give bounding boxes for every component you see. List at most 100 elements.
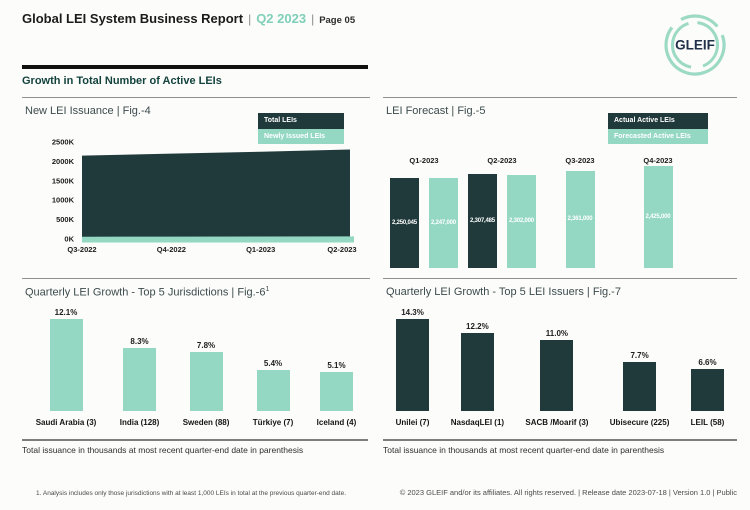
bar-value-label: 12.2% [466, 321, 489, 331]
forecast-bar-forecasted: 2,361,000 [565, 170, 595, 268]
forecast-bar-actual: 2,307,485 [468, 174, 497, 268]
area-newly-issued-leis [82, 236, 354, 243]
bar-category-label: Iceland (4) [316, 418, 357, 427]
bar-value-label: 11.0% [545, 329, 569, 339]
logo-text: GLEIF [675, 38, 715, 53]
logo-inner-ring [671, 21, 719, 69]
bar-value-label: 7.8% [196, 340, 216, 350]
growth-column: 7.7% Ubisecure (225) [610, 305, 670, 429]
forecast-category-label: Q3-2023 [565, 156, 595, 165]
bar-value-label: 12.1% [54, 308, 78, 317]
copyright-line: © 2023 GLEIF and/or its affiliates. All … [399, 488, 737, 497]
panel-top5-jurisdictions: Quarterly LEI Growth - Top 5 Jurisdictio… [22, 278, 370, 434]
growth-bar [690, 368, 724, 411]
footer-divider [22, 439, 368, 441]
page-number: Page 05 [319, 15, 356, 26]
axis-tick-label: 1500K [52, 176, 75, 185]
axis-tick-label: Q1-2023 [246, 245, 275, 254]
bar-chart-issuers: 14.3% Unilei (7) 12.2% NasdaqLEI (1) 11.0% SA… [385, 305, 735, 429]
logo-outer-ring [664, 14, 726, 76]
bar-category-label: Unilei (7) [395, 418, 430, 427]
axis-tick-label: 2000K [52, 157, 75, 166]
growth-column: 5.4% Türkiye (7) [253, 305, 293, 429]
bar-value-label: 14.3% [401, 308, 424, 317]
axis-tick-label: 1000K [52, 196, 75, 205]
bar-value-label: 7.7% [630, 350, 649, 360]
gleif-logo: GLEIF [664, 14, 726, 76]
growth-bar [189, 351, 223, 411]
growth-bar [256, 369, 290, 411]
growth-column: 5.1% Iceland (4) [317, 305, 357, 429]
report-header: Global LEI System Business Report | Q2 202… [22, 10, 355, 28]
panel-new-lei-issuance: New LEI Issuance | Fig.-4 Total LEIs New… [22, 97, 370, 273]
forecast-group: Q2-2023 2,307,485 2,302,000 [463, 156, 541, 268]
bar-category-label: Türkiye (7) [252, 418, 294, 427]
growth-bar [623, 361, 657, 411]
area-chart: 0K 500K 1000K 1500K 2000K 2500K Q3-2022 Q4-2022… [52, 138, 357, 255]
growth-bar [319, 372, 353, 411]
forecast-bar-actual: 2,250,045 [390, 178, 419, 268]
forecast-group: Q3-2023 2,361,000 [541, 156, 619, 268]
bar-value-label: 2,425,000 [645, 214, 671, 221]
growth-bar [49, 319, 83, 411]
chart-title: LEI Forecast | Fig.-5 [386, 105, 486, 117]
chart-title: Quarterly LEI Growth - Top 5 LEI Issuers… [386, 286, 621, 298]
separator: | [248, 12, 252, 26]
bar-value-label: 2,361,000 [567, 216, 593, 223]
legend-item-actual-active-leis: Actual Active LEIs [608, 113, 708, 129]
forecast-category-label: Q1-2023 [409, 156, 439, 165]
axis-tick-label: 0K [64, 235, 74, 244]
growth-column: 11.0% SACB /Moarif (3) [525, 305, 588, 429]
growth-column: 12.1% Saudi Arabia (3) [36, 305, 97, 429]
separator: | [311, 12, 315, 26]
chart-footer-note: Total issuance in thousands at most rece… [22, 445, 304, 455]
chart-title: New LEI Issuance | Fig.-4 [25, 105, 151, 117]
forecast-bar-pair: 2,361,000 [565, 170, 595, 268]
bar-value-label: 2,302,000 [509, 218, 534, 225]
legend-item-newly-issued-leis: Newly Issued LEIs [258, 128, 344, 144]
footnote-marker: 1 [265, 286, 270, 293]
section-title: Growth in Total Number of Active LEIs [22, 75, 222, 87]
growth-column: 8.3% India (128) [120, 305, 160, 429]
growth-bar [396, 319, 430, 411]
bar-value-label: 2,247,000 [431, 220, 456, 227]
forecast-bar-forecasted: 2,247,000 [429, 178, 458, 268]
bar-value-label: 2,307,485 [470, 218, 495, 225]
bar-chart-jurisdictions: 12.1% Saudi Arabia (3) 8.3% India (128) 7.8%… [24, 305, 368, 429]
axis-tick-label: Q2-2023 [327, 245, 356, 254]
bar-category-label: LEIL (58) [690, 418, 725, 427]
growth-column: 6.6% LEIL (58) [691, 305, 725, 429]
panel-lei-forecast: LEI Forecast | Fig.-5 Actual Active LEIs… [383, 97, 737, 273]
bar-value-label: 6.6% [698, 357, 717, 367]
header-divider [22, 65, 368, 69]
bar-category-label: SACB /Moarif (3) [525, 418, 589, 427]
legend: Actual Active LEIs Forecasted Active LEI… [608, 113, 708, 144]
footer-divider [383, 439, 737, 441]
legend: Total LEIs Newly Issued LEIs [258, 113, 344, 144]
growth-bar [460, 332, 494, 411]
grouped-bar-chart: Q1-2023 2,250,045 2,247,000 Q2-2023 2,307,48… [385, 156, 697, 268]
legend-item-forecasted-active-leis: Forecasted Active LEIs [608, 128, 708, 144]
forecast-group: Q4-2023 2,425,000 [619, 156, 697, 268]
growth-bar [540, 340, 574, 411]
forecast-bar-forecasted: 2,425,000 [643, 166, 673, 268]
bar-category-label: Sweden (88) [182, 418, 230, 427]
forecast-bar-pair: 2,250,045 2,247,000 [390, 178, 458, 268]
bar-value-label: 8.3% [130, 336, 149, 346]
axis-tick-label: Q3-2022 [67, 245, 96, 254]
growth-column: 12.2% NasdaqLEI (1) [451, 305, 504, 429]
forecast-category-label: Q4-2023 [643, 156, 673, 165]
panel-top5-lei-issuers: Quarterly LEI Growth - Top 5 LEI Issuers… [383, 278, 737, 434]
report-title: Global LEI System Business Report [22, 11, 244, 26]
bar-category-label: India (128) [119, 418, 160, 427]
forecast-bar-pair: 2,425,000 [643, 166, 673, 268]
forecast-category-label: Q2-2023 [487, 156, 517, 165]
footnote: 1. Analysis includes only those jurisdic… [36, 490, 347, 497]
report-period: Q2 2023 [256, 11, 307, 26]
axis-tick-label: Q4-2022 [157, 245, 186, 254]
legend-item-total-leis: Total LEIs [258, 113, 344, 129]
bar-value-label: 2,250,045 [392, 220, 417, 226]
bar-category-label: Saudi Arabia (3) [35, 418, 97, 427]
bar-category-label: Ubisecure (225) [609, 418, 670, 427]
